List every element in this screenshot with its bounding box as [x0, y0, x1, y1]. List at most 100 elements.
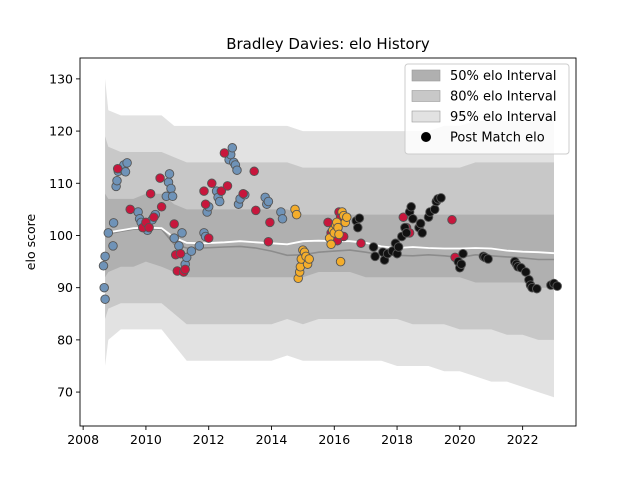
- data-point: [429, 204, 440, 215]
- data-point: [120, 167, 131, 177]
- legend-box: [404, 63, 570, 155]
- y-axis-label: elo score: [23, 214, 38, 271]
- data-point: [251, 205, 261, 216]
- data-point: [277, 214, 288, 224]
- data-point: [145, 188, 156, 199]
- data-point: [458, 248, 468, 259]
- y-tick-label: 110: [49, 176, 73, 191]
- legend-swatch: [411, 90, 441, 102]
- series-team_orange: [290, 204, 352, 284]
- data-point: [456, 259, 467, 269]
- axes: 2008 2010 2012 2014 2016 2018 2020 2022 70 80 90 10…: [49, 71, 538, 447]
- x-tick-label: 2014: [256, 432, 288, 447]
- data-point: [334, 229, 344, 240]
- data-point: [342, 212, 352, 222]
- data-point: [99, 282, 109, 293]
- chart-title: Bradley Davies: elo History: [226, 35, 430, 53]
- data-point: [169, 233, 179, 243]
- data-point: [166, 183, 176, 194]
- y-tick-label: 80: [57, 332, 73, 347]
- data-point: [125, 204, 135, 215]
- data-point: [436, 193, 446, 203]
- y-tick-label: 100: [49, 228, 73, 243]
- legend-entry: 50% elo Interval: [411, 69, 557, 84]
- data-point: [408, 214, 418, 224]
- data-point: [112, 175, 122, 186]
- data-point: [177, 228, 187, 238]
- data-point: [219, 148, 230, 158]
- data-point: [238, 188, 248, 199]
- data-point: [335, 256, 346, 267]
- data-point: [194, 241, 205, 251]
- data-point: [406, 202, 416, 212]
- data-point: [207, 178, 217, 189]
- legend-entry: Post Match elo: [421, 131, 545, 146]
- data-point: [149, 212, 159, 222]
- data-point: [164, 169, 175, 179]
- data-point: [304, 254, 314, 264]
- data-point: [199, 186, 209, 196]
- y-tick-label: 120: [49, 124, 73, 139]
- legend-swatch: [411, 69, 441, 82]
- y-tick-label: 130: [49, 71, 73, 86]
- series-team_black: [351, 193, 562, 294]
- data-point: [112, 163, 123, 174]
- data-point: [353, 222, 363, 233]
- data-point: [368, 242, 379, 252]
- x-tick-label: 2012: [193, 432, 225, 447]
- legend-label: 80% elo Interval: [450, 90, 557, 105]
- data-point: [200, 199, 211, 209]
- data-point: [108, 218, 119, 228]
- plot-frame: [79, 57, 577, 427]
- data-point: [263, 236, 274, 247]
- data-point: [323, 217, 333, 228]
- x-tick-label: 2018: [381, 432, 413, 447]
- data-point: [291, 209, 302, 220]
- data-point: [249, 166, 259, 177]
- x-tick-label: 2022: [507, 432, 539, 447]
- mean-elo-line: [104, 226, 555, 255]
- data-point: [98, 261, 109, 271]
- data-point: [144, 222, 154, 233]
- legend-swatch: [411, 110, 441, 123]
- data-point: [417, 228, 427, 238]
- data-point: [103, 228, 114, 238]
- data-point: [100, 294, 110, 304]
- data-point: [227, 143, 238, 153]
- data-point: [447, 215, 457, 225]
- data-point: [354, 213, 365, 223]
- data-point: [169, 219, 179, 229]
- data-point: [393, 242, 404, 252]
- data-point: [398, 212, 409, 222]
- legend-label: 50% elo Interval: [450, 69, 557, 84]
- data-point: [186, 246, 197, 256]
- data-point: [174, 241, 184, 251]
- data-point: [222, 181, 233, 191]
- data-point: [122, 158, 132, 168]
- data-point: [483, 254, 493, 264]
- data-point: [100, 251, 110, 262]
- data-point: [265, 217, 275, 228]
- data-point: [167, 191, 178, 202]
- x-tick-label: 2010: [130, 432, 162, 447]
- data-point: [180, 264, 190, 275]
- data-point: [356, 238, 366, 249]
- data-point: [232, 165, 242, 175]
- data-point: [175, 248, 186, 259]
- y-tick-label: 90: [57, 280, 73, 295]
- data-point: [415, 218, 426, 229]
- data-point: [263, 196, 274, 207]
- data-point: [521, 267, 531, 277]
- legend-label: Post Match elo: [450, 131, 545, 146]
- data-point: [326, 239, 336, 250]
- x-tick-label: 2008: [67, 432, 99, 447]
- data-point: [203, 233, 214, 243]
- y-tick-label: 70: [57, 385, 73, 400]
- x-tick-label: 2016: [318, 432, 350, 447]
- data-point: [216, 186, 227, 196]
- data-point: [532, 283, 542, 294]
- data-point: [156, 202, 167, 212]
- data-point: [214, 196, 225, 207]
- data-point: [155, 173, 165, 183]
